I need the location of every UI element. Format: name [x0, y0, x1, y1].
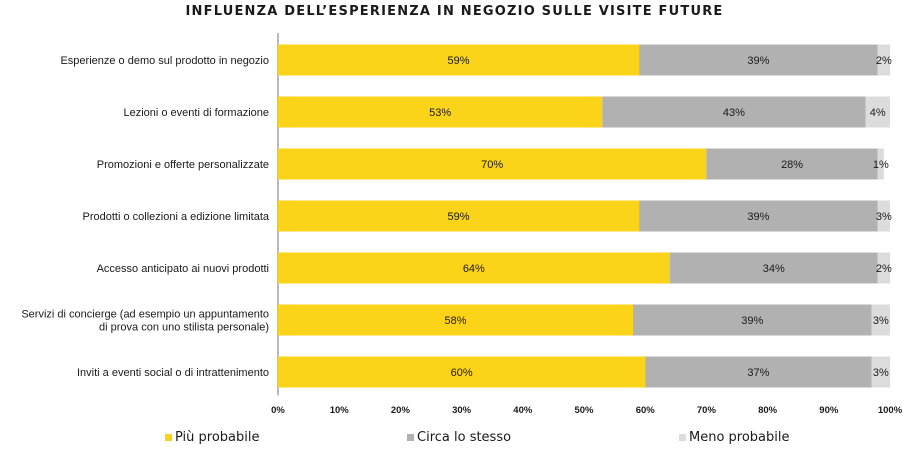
data-label: 2%	[876, 55, 892, 67]
bar-segment	[877, 44, 890, 76]
bar-segment	[706, 148, 878, 180]
category-label: Servizi di concierge (ad esempio un appu…	[21, 309, 269, 334]
legend-label-circa-lo-stesso: Circa lo stesso	[417, 430, 512, 445]
legend-item-meno-probabile: Meno probabile	[679, 430, 790, 445]
data-label: 53%	[429, 107, 451, 119]
data-label: 60%	[451, 367, 473, 379]
bar-segment	[278, 44, 640, 76]
bar-segment	[632, 304, 872, 336]
data-label: 59%	[448, 55, 470, 67]
category-label: Prodotti o collezioni a edizione limitat…	[83, 211, 270, 223]
data-label: 4%	[870, 107, 886, 119]
data-label: 34%	[763, 263, 785, 275]
data-label: 28%	[781, 159, 803, 171]
bar-segment	[871, 304, 890, 336]
x-tick-label: 0%	[271, 405, 285, 416]
bar-segment	[877, 148, 884, 180]
x-tick-label: 40%	[513, 405, 533, 416]
category-label-line: Prodotti o collezioni a edizione limitat…	[83, 211, 270, 223]
x-tick-label: 20%	[391, 405, 411, 416]
data-label: 1%	[873, 159, 889, 171]
legend-swatch-meno-probabile	[679, 434, 686, 441]
bar-segment	[865, 96, 890, 128]
bar-segment	[278, 200, 640, 232]
category-label-line: Servizi di concierge (ad esempio un appu…	[21, 309, 269, 321]
data-label: 3%	[873, 367, 889, 379]
category-label: Promozioni e offerte personalizzate	[97, 159, 269, 171]
data-label: 70%	[481, 159, 503, 171]
x-tick-label: 90%	[819, 405, 839, 416]
category-label-line: Inviti a eventi social o di intrattenime…	[77, 367, 269, 379]
data-label: 2%	[876, 263, 892, 275]
data-label: 59%	[448, 211, 470, 223]
bar-segment	[639, 200, 878, 232]
category-label: Inviti a eventi social o di intrattenime…	[77, 367, 269, 379]
bar-segment	[278, 252, 670, 284]
category-label: Esperienze o demo sul prodotto in negozi…	[60, 55, 269, 67]
data-label: 3%	[873, 315, 889, 327]
bar-segment	[645, 356, 872, 388]
x-tick-label: 100%	[878, 405, 903, 416]
data-label: 37%	[747, 367, 769, 379]
bar-segment	[278, 96, 603, 128]
chart-title: INFLUENZA DELL’ESPERIENZA IN NEGOZIO SUL…	[185, 4, 724, 19]
category-label: Lezioni o eventi di formazione	[123, 107, 269, 119]
legend-swatch-piu-probabile	[165, 434, 172, 441]
category-label-line: di prova con uno stilista personale)	[99, 322, 269, 334]
category-label-line: Lezioni o eventi di formazione	[123, 107, 269, 119]
bar-segment	[877, 252, 890, 284]
x-tick-label: 30%	[452, 405, 472, 416]
x-tick-label: 60%	[636, 405, 656, 416]
data-label: 64%	[463, 263, 485, 275]
x-tick-label: 70%	[697, 405, 717, 416]
legend-label-meno-probabile: Meno probabile	[689, 430, 790, 445]
bar-segment	[602, 96, 866, 128]
legend-swatch-circa-lo-stesso	[407, 434, 414, 441]
legend-item-circa-lo-stesso: Circa lo stesso	[407, 430, 511, 445]
x-tick-label: 10%	[330, 405, 350, 416]
bar-segment	[278, 356, 646, 388]
bar-segment	[669, 252, 878, 284]
category-label-line: Accesso anticipato ai nuovi prodotti	[97, 263, 269, 275]
data-label: 39%	[747, 211, 769, 223]
legend-item-piu-probabile: Più probabile	[165, 430, 260, 445]
bar-segment	[877, 200, 890, 232]
data-label: 39%	[747, 55, 769, 67]
bar-segment	[639, 44, 878, 76]
data-label: 39%	[741, 315, 763, 327]
bar-segment	[278, 304, 633, 336]
data-label: 43%	[723, 107, 745, 119]
bar-segment	[871, 356, 890, 388]
legend-label-piu-probabile: Più probabile	[175, 430, 260, 445]
category-label: Accesso anticipato ai nuovi prodotti	[97, 263, 269, 275]
data-label: 3%	[876, 211, 892, 223]
x-tick-label: 50%	[574, 405, 594, 416]
category-label-line: Promozioni e offerte personalizzate	[97, 159, 269, 171]
data-label: 58%	[444, 315, 466, 327]
bar-segment	[278, 148, 707, 180]
x-tick-label: 80%	[758, 405, 778, 416]
category-label-line: Esperienze o demo sul prodotto in negozi…	[60, 55, 269, 67]
